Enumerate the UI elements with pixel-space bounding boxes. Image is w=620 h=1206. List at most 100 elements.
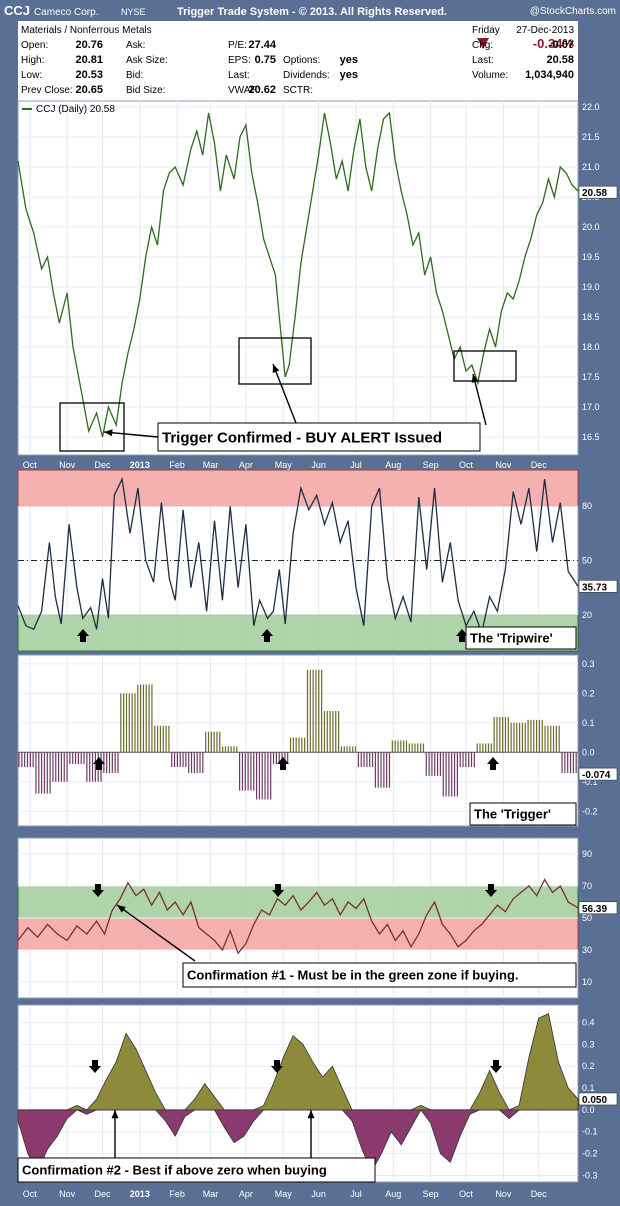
last-value-label: -0.074 — [582, 770, 611, 781]
x-tick-label: Apr — [239, 1189, 253, 1199]
quote-value: 20.58 — [546, 54, 574, 66]
quote-value: 27.44 — [248, 39, 276, 51]
y-tick-label: 70 — [582, 881, 592, 891]
x-tick-label: Feb — [169, 1189, 185, 1199]
exchange: NYSE — [121, 7, 146, 17]
quote-value: 20.76 — [75, 39, 103, 51]
symbol: CCJ — [4, 3, 30, 18]
company-name: Cameco Corp. — [34, 7, 98, 18]
quote-value: 20.65 — [75, 84, 103, 96]
y-tick-label: 0.1 — [582, 1083, 595, 1093]
x-tick-label: May — [275, 1189, 293, 1199]
watermark: @StockCharts.com — [530, 6, 616, 17]
y-tick-label: 17.0 — [582, 402, 600, 412]
quote-label: Bid Size: — [126, 85, 165, 96]
y-tick-label: 80 — [582, 501, 592, 511]
system-title: Trigger Trade System - © 2013. All Right… — [177, 6, 447, 18]
y-tick-label: 18.5 — [582, 312, 600, 322]
y-tick-label: 0.2 — [582, 688, 595, 698]
y-tick-label: 17.5 — [582, 372, 600, 382]
panel-2: 20 50 80 35.73 — [18, 470, 617, 651]
quote-value: 20.62 — [248, 84, 276, 96]
y-tick-label: 22.0 — [582, 102, 600, 112]
quote-value: -0.07 — [549, 39, 574, 51]
quote-label: High: — [21, 55, 44, 66]
quote-date: 27-Dec-2013 — [516, 25, 574, 36]
x-tick-label: Aug — [385, 460, 401, 470]
last-value-label: 56.39 — [582, 904, 607, 915]
quote-label: Low: — [21, 70, 42, 81]
y-tick-label: 0.3 — [582, 1039, 595, 1049]
y-tick-label: -0.2 — [582, 1149, 598, 1159]
x-tick-label: Nov — [59, 460, 76, 470]
quote-label: P/E: — [228, 40, 247, 51]
x-tick-label: Oct — [459, 460, 474, 470]
x-tick-label: Nov — [495, 1189, 512, 1199]
header: CCJ Cameco Corp. NYSE Trigger Trade Syst… — [4, 3, 616, 101]
x-tick-label: Mar — [203, 460, 219, 470]
x-tick-label: Aug — [385, 1189, 401, 1199]
upper-zone — [18, 470, 578, 506]
quote-label: Options: — [283, 55, 320, 66]
panel-3: -0.2-0.10.00.10.20.3-0.074 — [18, 655, 617, 826]
legend-label: CCJ (Daily) 20.58 — [36, 104, 115, 115]
y-tick-label: 0.0 — [582, 747, 595, 757]
x-tick-label: Dec — [531, 460, 548, 470]
y-tick-label: 10 — [582, 977, 592, 987]
note-label: The 'Trigger' — [474, 807, 551, 822]
x-tick-label: Oct — [23, 460, 38, 470]
x-tick-label: Sep — [423, 1189, 439, 1199]
x-tick-label: Nov — [59, 1189, 76, 1199]
lower-zone — [18, 918, 578, 950]
y-tick-label: 19.5 — [582, 252, 600, 262]
last-value-label: 0.050 — [582, 1095, 607, 1106]
y-tick-label: 0.2 — [582, 1061, 595, 1071]
quote-label: Bid: — [126, 70, 143, 81]
quote-day: Friday — [472, 25, 500, 36]
panels: 16.517.017.518.018.519.019.520.020.521.0… — [18, 101, 617, 1199]
quote-label: Prev Close: — [21, 85, 73, 96]
quote-value: yes — [340, 54, 358, 66]
sector: Materials / Nonferrous Metals — [21, 25, 152, 36]
y-tick-label: -0.3 — [582, 1170, 598, 1180]
quote-value: 20.53 — [75, 69, 103, 81]
last-value-label: 20.58 — [582, 188, 607, 199]
quote-label: Last: — [228, 70, 250, 81]
x-tick-label: Dec — [94, 1189, 111, 1199]
y-tick-label: -0.1 — [582, 1127, 598, 1137]
y-tick-label: 21.0 — [582, 162, 600, 172]
quote-label: Ask Size: — [126, 55, 168, 66]
y-tick-label: 0.4 — [582, 1017, 595, 1027]
quote-label: EPS: — [228, 55, 251, 66]
quote-label: Ask: — [126, 40, 145, 51]
x-tick-label: Mar — [203, 1189, 219, 1199]
x-tick-label: Jun — [311, 1189, 326, 1199]
x-tick-label: 2013 — [130, 460, 150, 470]
y-tick-label: 21.5 — [582, 132, 600, 142]
y-tick-label: 0.3 — [582, 659, 595, 669]
y-tick-label: 20 — [582, 610, 592, 620]
quote-label: Chg: — [472, 40, 493, 51]
y-tick-label: 20.0 — [582, 222, 600, 232]
x-tick-label: Dec — [531, 1189, 548, 1199]
last-value-label: 35.73 — [582, 582, 607, 593]
x-tick-label: May — [275, 460, 293, 470]
panel-5: -0.3 -0.2 -0.1 0.0 0.1 0.2 0.3 0.4 0.050 — [18, 1005, 617, 1182]
note-label: Confirmation #1 - Must be in the green z… — [187, 968, 519, 983]
y-tick-label: -0.2 — [582, 806, 598, 816]
x-tick-label: Sep — [423, 460, 439, 470]
note-label: Trigger Confirmed - BUY ALERT Issued — [162, 430, 442, 447]
x-tick-label: Jul — [350, 1189, 362, 1199]
quote-value: 0.75 — [255, 54, 276, 66]
y-tick-label: 18.0 — [582, 342, 600, 352]
quote-label: Volume: — [472, 70, 508, 81]
quote-value: 20.81 — [75, 54, 103, 66]
y-tick-label: 0.0 — [582, 1105, 595, 1115]
quote-label: Dividends: — [283, 70, 330, 81]
y-tick-label: 50 — [582, 556, 592, 566]
y-tick-label: 16.5 — [582, 432, 600, 442]
